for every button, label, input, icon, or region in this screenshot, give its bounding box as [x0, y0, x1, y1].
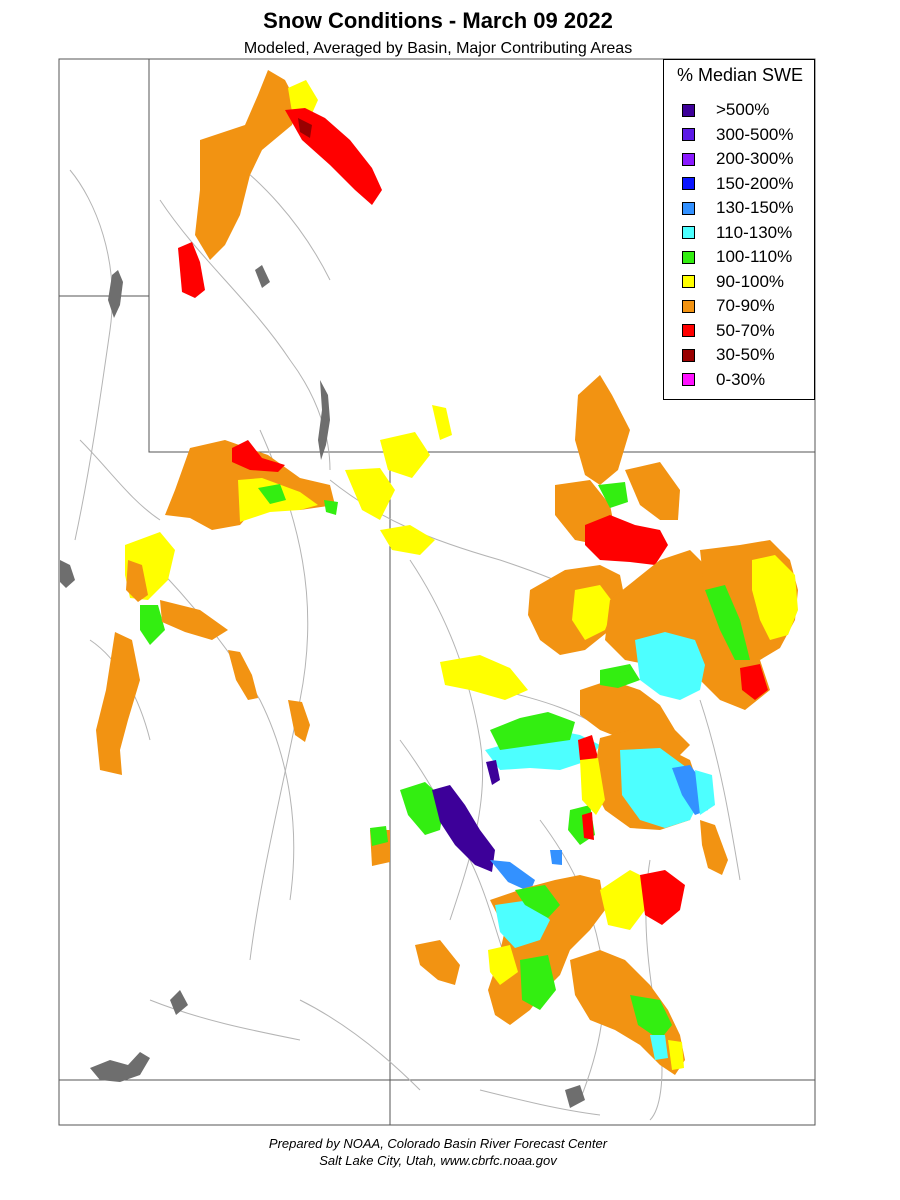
basin-70-90 [228, 650, 258, 700]
legend-label: 200-300% [716, 149, 794, 169]
basin-90-100 [580, 758, 605, 815]
legend-label: 100-110% [716, 247, 793, 267]
basin-100-110 [370, 826, 388, 846]
legend-swatch [682, 250, 695, 264]
basin-100-110 [515, 885, 560, 918]
basin-90-100 [440, 655, 528, 700]
basin-110-130 [485, 730, 600, 770]
basin-70-90 [96, 632, 140, 775]
basin->500 [486, 760, 500, 785]
basin-100-110 [520, 955, 556, 1010]
legend-label: 300-500% [716, 124, 794, 144]
legend: % Median SWE >500% 300-500% 200-300% 150… [663, 59, 815, 400]
basin-50-70 [585, 515, 668, 565]
legend-item: 50-70% [682, 319, 794, 344]
basin-70-90 [605, 550, 770, 710]
legend-swatch [682, 177, 695, 191]
basin-90-100 [288, 80, 318, 118]
basin-100-110 [324, 500, 338, 515]
legend-label: >500% [716, 100, 770, 120]
basin-100-110 [630, 995, 672, 1040]
basin-50-70 [178, 242, 205, 298]
basin-100-110 [705, 585, 750, 660]
basin-90-100 [488, 945, 518, 985]
basin-100-110 [490, 712, 575, 750]
basin-90-100 [432, 405, 452, 440]
legend-swatch [682, 226, 695, 240]
basin-90-100 [600, 870, 650, 930]
legend-swatch [682, 275, 695, 289]
legend-label: 150-200% [716, 173, 794, 193]
legend-swatch [682, 128, 695, 142]
basin-50-70 [232, 440, 285, 472]
basin-50-70 [640, 870, 685, 925]
river-lines [69, 149, 741, 1121]
basin-110-130 [495, 900, 550, 948]
legend-label: 30-50% [716, 345, 775, 365]
basin-70-90 [575, 375, 630, 485]
legend-item: 0-30% [682, 368, 794, 393]
basin-70-90 [126, 560, 148, 602]
basin->500 [432, 785, 495, 872]
legend-label: 50-70% [716, 320, 775, 340]
legend-swatch [682, 201, 695, 215]
legend-label: 90-100% [716, 271, 785, 291]
legend-swatch [682, 373, 695, 387]
legend-item: 100-110% [682, 245, 794, 270]
legend-label: 0-30% [716, 369, 766, 389]
legend-swatch [682, 103, 695, 117]
legend-item: 130-150% [682, 196, 794, 221]
credit-line-1: Prepared by NOAA, Colorado Basin River F… [268, 1136, 608, 1151]
map-subtitle: Modeled, Averaged by Basin, Major Contri… [243, 40, 633, 57]
water-bodies [60, 265, 585, 1108]
basin-90-100 [345, 468, 395, 520]
legend-item: 300-500% [682, 123, 794, 148]
legend-swatch [682, 152, 695, 166]
legend-title: % Median SWE [676, 65, 804, 85]
basin-100-110 [600, 664, 640, 688]
basin-30-50 [298, 118, 312, 138]
basin-110-130 [650, 1035, 668, 1060]
legend-item: 90-100% [682, 270, 794, 295]
map-frame [58, 58, 816, 1126]
basin-70-90 [625, 462, 680, 520]
basin-100-110 [598, 482, 628, 508]
basin-110-130 [695, 770, 715, 815]
basin-100-110 [140, 605, 165, 645]
basin-130-150 [490, 860, 535, 892]
legend-item: 150-200% [682, 172, 794, 197]
basin-70-90 [160, 600, 228, 640]
basin-110-130 [635, 632, 705, 700]
map-title: Snow Conditions - March 09 2022 [263, 8, 613, 33]
basin-70-90 [580, 680, 690, 760]
basin-90-100 [572, 585, 615, 640]
basin-130-150 [550, 850, 562, 865]
basin-50-70 [582, 812, 594, 840]
legend-item: >500% [682, 98, 794, 123]
legend-item: 30-50% [682, 343, 794, 368]
legend-label: 110-130% [716, 222, 793, 242]
basin-fills [96, 70, 798, 1075]
legend-list: >500% 300-500% 200-300% 150-200% 130-150… [682, 98, 794, 392]
basin-70-90 [195, 70, 298, 260]
basin-70-90 [415, 940, 460, 985]
basin-100-110 [258, 484, 286, 504]
basin-70-90 [700, 820, 728, 875]
legend-swatch [682, 324, 695, 338]
legend-label: 130-150% [716, 198, 794, 218]
legend-swatch [682, 348, 695, 362]
legend-swatch [682, 299, 695, 313]
basin-90-100 [752, 555, 798, 640]
basin-90-100 [380, 525, 435, 555]
basin-70-90 [288, 700, 310, 742]
basin-90-100 [380, 432, 430, 478]
legend-label: 70-90% [716, 296, 775, 316]
legend-item: 70-90% [682, 294, 794, 319]
legend-item: 200-300% [682, 147, 794, 172]
legend-item: 110-130% [682, 221, 794, 246]
basin-90-100 [668, 1040, 684, 1070]
basin-50-70 [740, 664, 768, 700]
credit-line-2: Salt Lake City, Utah, www.cbrfc.noaa.gov [319, 1153, 557, 1168]
